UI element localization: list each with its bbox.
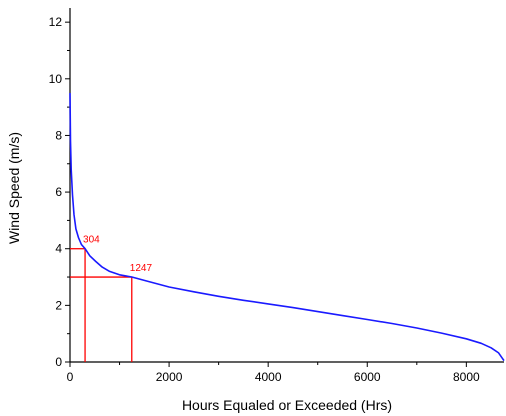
y-tick-label: 2 (55, 298, 62, 312)
y-tick-label: 12 (49, 15, 63, 29)
x-tick-label: 6000 (354, 370, 381, 384)
y-tick-label: 8 (55, 128, 62, 142)
x-tick-label: 4000 (255, 370, 282, 384)
x-tick-label: 0 (67, 370, 74, 384)
y-tick-label: 0 (55, 355, 62, 369)
y-tick-label: 10 (49, 72, 63, 86)
x-axis-title: Hours Equaled or Exceeded (Hrs) (182, 397, 392, 413)
y-tick-label: 6 (55, 185, 62, 199)
annotation-label: 1247 (130, 263, 153, 274)
axes-layer: 0 2 4 6 8 10 12 0 2000 4000 6000 8000 (49, 8, 504, 384)
duration-curve-line (69, 92, 505, 362)
annotation-label: 304 (83, 235, 100, 246)
y-axis-title: Wind Speed (m/s) (6, 132, 22, 244)
series-layer (69, 92, 505, 362)
reference-lines-layer (70, 248, 133, 362)
x-tick-label: 2000 (156, 370, 183, 384)
labels-layer: 304 1247 (83, 235, 152, 274)
x-tick-label: 8000 (453, 370, 480, 384)
y-tick-label: 4 (55, 242, 62, 256)
